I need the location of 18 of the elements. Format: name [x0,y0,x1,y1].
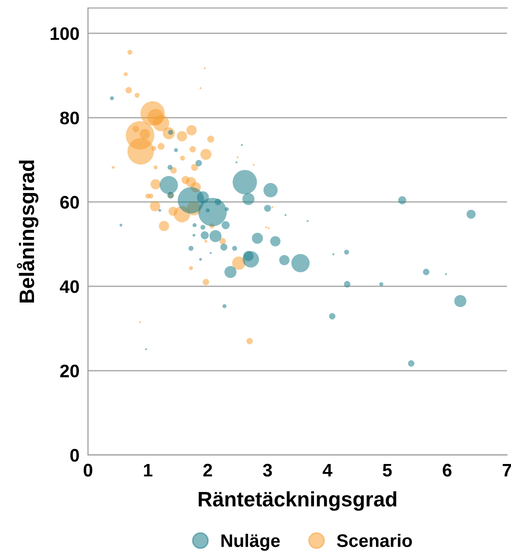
x-tick-label: 7 [502,464,511,476]
x-tick-label: 5 [382,464,392,477]
legend-label: Nuläge [221,534,280,551]
x-tick-label: 1 [144,464,152,476]
legend-label: Scenario [336,534,412,548]
x-tick-label: 6 [442,464,452,477]
y-tick-label: 60 [60,196,79,209]
y-axis-title: Belåningsgrad [16,160,38,302]
x-tick-label: 3 [262,464,272,477]
y-tick-label: 40 [60,280,79,294]
x-tick-label: 2 [203,464,212,476]
x-tick-label: 0 [84,464,92,477]
y-tick-label: 100 [50,27,79,40]
x-axis-title: Räntetäckningsgrad [198,491,396,511]
y-tick-label: 0 [70,448,79,462]
y-tick-label: 20 [60,364,79,378]
y-tick-label: 80 [60,112,79,124]
x-tick-label: 4 [322,464,332,476]
